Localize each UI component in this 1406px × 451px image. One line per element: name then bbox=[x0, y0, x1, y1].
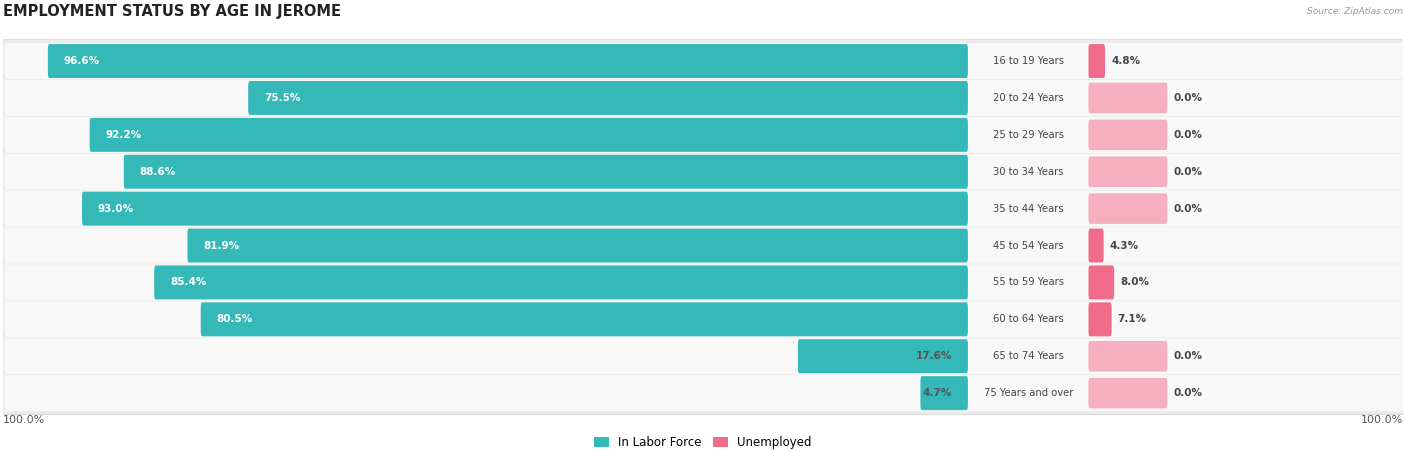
FancyBboxPatch shape bbox=[921, 376, 967, 410]
Text: 85.4%: 85.4% bbox=[170, 277, 207, 287]
Text: 81.9%: 81.9% bbox=[202, 240, 239, 251]
FancyBboxPatch shape bbox=[1, 150, 1405, 193]
Text: 0.0%: 0.0% bbox=[1174, 130, 1202, 140]
FancyBboxPatch shape bbox=[1088, 378, 1167, 409]
Text: 25 to 29 Years: 25 to 29 Years bbox=[993, 130, 1064, 140]
Text: 75.5%: 75.5% bbox=[264, 93, 301, 103]
FancyBboxPatch shape bbox=[124, 155, 967, 189]
FancyBboxPatch shape bbox=[4, 264, 1405, 300]
FancyBboxPatch shape bbox=[1, 224, 1405, 267]
Text: 17.6%: 17.6% bbox=[915, 351, 952, 361]
Text: 0.0%: 0.0% bbox=[1174, 204, 1202, 214]
FancyBboxPatch shape bbox=[1, 261, 1405, 304]
FancyBboxPatch shape bbox=[1088, 44, 1105, 78]
FancyBboxPatch shape bbox=[799, 339, 967, 373]
Text: 65 to 74 Years: 65 to 74 Years bbox=[993, 351, 1063, 361]
Text: 7.1%: 7.1% bbox=[1118, 314, 1147, 324]
Text: 80.5%: 80.5% bbox=[217, 314, 253, 324]
Text: 88.6%: 88.6% bbox=[139, 167, 176, 177]
FancyBboxPatch shape bbox=[4, 375, 1405, 411]
FancyBboxPatch shape bbox=[4, 338, 1405, 374]
FancyBboxPatch shape bbox=[187, 229, 967, 262]
FancyBboxPatch shape bbox=[1088, 266, 1114, 299]
FancyBboxPatch shape bbox=[1, 187, 1405, 230]
Text: 92.2%: 92.2% bbox=[105, 130, 142, 140]
Text: Source: ZipAtlas.com: Source: ZipAtlas.com bbox=[1308, 7, 1403, 16]
FancyBboxPatch shape bbox=[1088, 341, 1167, 372]
Text: 60 to 64 Years: 60 to 64 Years bbox=[993, 314, 1063, 324]
Text: 35 to 44 Years: 35 to 44 Years bbox=[993, 204, 1063, 214]
FancyBboxPatch shape bbox=[4, 154, 1405, 190]
FancyBboxPatch shape bbox=[1, 114, 1405, 156]
Text: 4.8%: 4.8% bbox=[1111, 56, 1140, 66]
FancyBboxPatch shape bbox=[1088, 83, 1167, 113]
Text: 75 Years and over: 75 Years and over bbox=[984, 388, 1073, 398]
Text: 20 to 24 Years: 20 to 24 Years bbox=[993, 93, 1063, 103]
FancyBboxPatch shape bbox=[4, 301, 1405, 337]
FancyBboxPatch shape bbox=[201, 302, 967, 336]
Text: 0.0%: 0.0% bbox=[1174, 351, 1202, 361]
FancyBboxPatch shape bbox=[90, 118, 967, 152]
FancyBboxPatch shape bbox=[1, 40, 1405, 83]
FancyBboxPatch shape bbox=[1, 335, 1405, 377]
FancyBboxPatch shape bbox=[4, 227, 1405, 264]
FancyBboxPatch shape bbox=[1088, 156, 1167, 187]
FancyBboxPatch shape bbox=[1, 77, 1405, 120]
FancyBboxPatch shape bbox=[1, 298, 1405, 341]
Text: 100.0%: 100.0% bbox=[1361, 415, 1403, 425]
Text: EMPLOYMENT STATUS BY AGE IN JEROME: EMPLOYMENT STATUS BY AGE IN JEROME bbox=[3, 4, 340, 19]
Text: 0.0%: 0.0% bbox=[1174, 167, 1202, 177]
FancyBboxPatch shape bbox=[1088, 229, 1104, 262]
Text: 100.0%: 100.0% bbox=[3, 415, 45, 425]
Text: 55 to 59 Years: 55 to 59 Years bbox=[993, 277, 1064, 287]
Legend: In Labor Force, Unemployed: In Labor Force, Unemployed bbox=[589, 432, 817, 451]
Text: 0.0%: 0.0% bbox=[1174, 93, 1202, 103]
FancyBboxPatch shape bbox=[1088, 120, 1167, 150]
Text: 93.0%: 93.0% bbox=[98, 204, 134, 214]
FancyBboxPatch shape bbox=[4, 43, 1405, 79]
Text: 30 to 34 Years: 30 to 34 Years bbox=[993, 167, 1063, 177]
FancyBboxPatch shape bbox=[249, 81, 967, 115]
FancyBboxPatch shape bbox=[48, 44, 967, 78]
FancyBboxPatch shape bbox=[155, 266, 967, 299]
FancyBboxPatch shape bbox=[4, 117, 1405, 153]
FancyBboxPatch shape bbox=[4, 191, 1405, 227]
Text: 8.0%: 8.0% bbox=[1121, 277, 1149, 287]
Text: 0.0%: 0.0% bbox=[1174, 388, 1202, 398]
FancyBboxPatch shape bbox=[1, 372, 1405, 414]
Text: 45 to 54 Years: 45 to 54 Years bbox=[993, 240, 1063, 251]
Text: 96.6%: 96.6% bbox=[63, 56, 100, 66]
FancyBboxPatch shape bbox=[82, 192, 967, 226]
Text: 16 to 19 Years: 16 to 19 Years bbox=[993, 56, 1064, 66]
Text: 4.3%: 4.3% bbox=[1109, 240, 1139, 251]
FancyBboxPatch shape bbox=[4, 80, 1405, 116]
FancyBboxPatch shape bbox=[1088, 302, 1112, 336]
Text: 4.7%: 4.7% bbox=[922, 388, 952, 398]
FancyBboxPatch shape bbox=[1088, 193, 1167, 224]
